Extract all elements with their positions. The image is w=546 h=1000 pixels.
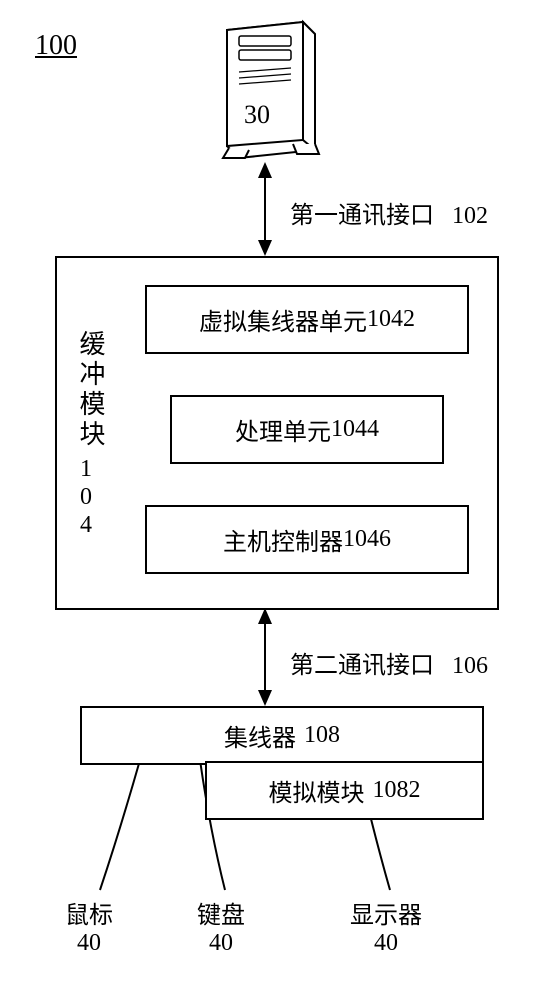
virtual-hub-text: 虚拟集线器单元 <box>199 302 367 337</box>
sim-module-box: 模拟模块 1082 <box>205 761 484 820</box>
display-label: 显示器 40 <box>350 895 422 957</box>
mouse-label: 鼠标 40 <box>65 895 113 957</box>
keyboard-label: 键盘 40 <box>197 895 245 957</box>
arrow-interface-1 <box>258 162 272 256</box>
virtual-hub-box: 虚拟集线器单元 1042 <box>145 285 469 354</box>
server-icon <box>223 22 319 158</box>
sim-module-text: 模拟模块 <box>269 773 365 808</box>
arrow-interface-2 <box>258 608 272 706</box>
server-label: 30 <box>244 100 270 130</box>
display-num: 40 <box>350 930 422 957</box>
connector-sim-display <box>370 815 390 890</box>
hub-box: 集线器 108 <box>80 706 484 765</box>
mouse-num: 40 <box>65 930 113 957</box>
sim-module-num: 1082 <box>373 777 421 804</box>
hub-text: 集线器 <box>224 718 296 753</box>
host-controller-box: 主机控制器 1046 <box>145 505 469 574</box>
processing-unit-num: 1044 <box>331 416 379 443</box>
processing-unit-box: 处理单元 1044 <box>170 395 444 464</box>
virtual-hub-num: 1042 <box>367 306 415 333</box>
mouse-text: 鼠标 <box>65 895 113 930</box>
processing-unit-text: 处理单元 <box>235 412 331 447</box>
keyboard-num: 40 <box>197 930 245 957</box>
buffer-module-text: 缓冲模块 <box>72 330 109 450</box>
interface-1-label: 第一通讯接口 102 <box>290 195 488 230</box>
interface-1-num: 102 <box>452 203 488 229</box>
buffer-module-num: 104 <box>72 456 99 540</box>
interface-1-text: 第一通讯接口 <box>290 203 434 229</box>
interface-2-label: 第二通讯接口 106 <box>290 645 488 680</box>
buffer-module-label: 缓冲模块 104 <box>72 330 109 540</box>
keyboard-text: 键盘 <box>197 895 245 930</box>
interface-2-num: 106 <box>452 653 488 679</box>
interface-2-text: 第二通讯接口 <box>290 653 434 679</box>
hub-num: 108 <box>304 722 340 749</box>
host-controller-num: 1046 <box>343 526 391 553</box>
host-controller-text: 主机控制器 <box>223 522 343 557</box>
connector-hub-mouse <box>100 760 140 890</box>
display-text: 显示器 <box>350 895 422 930</box>
